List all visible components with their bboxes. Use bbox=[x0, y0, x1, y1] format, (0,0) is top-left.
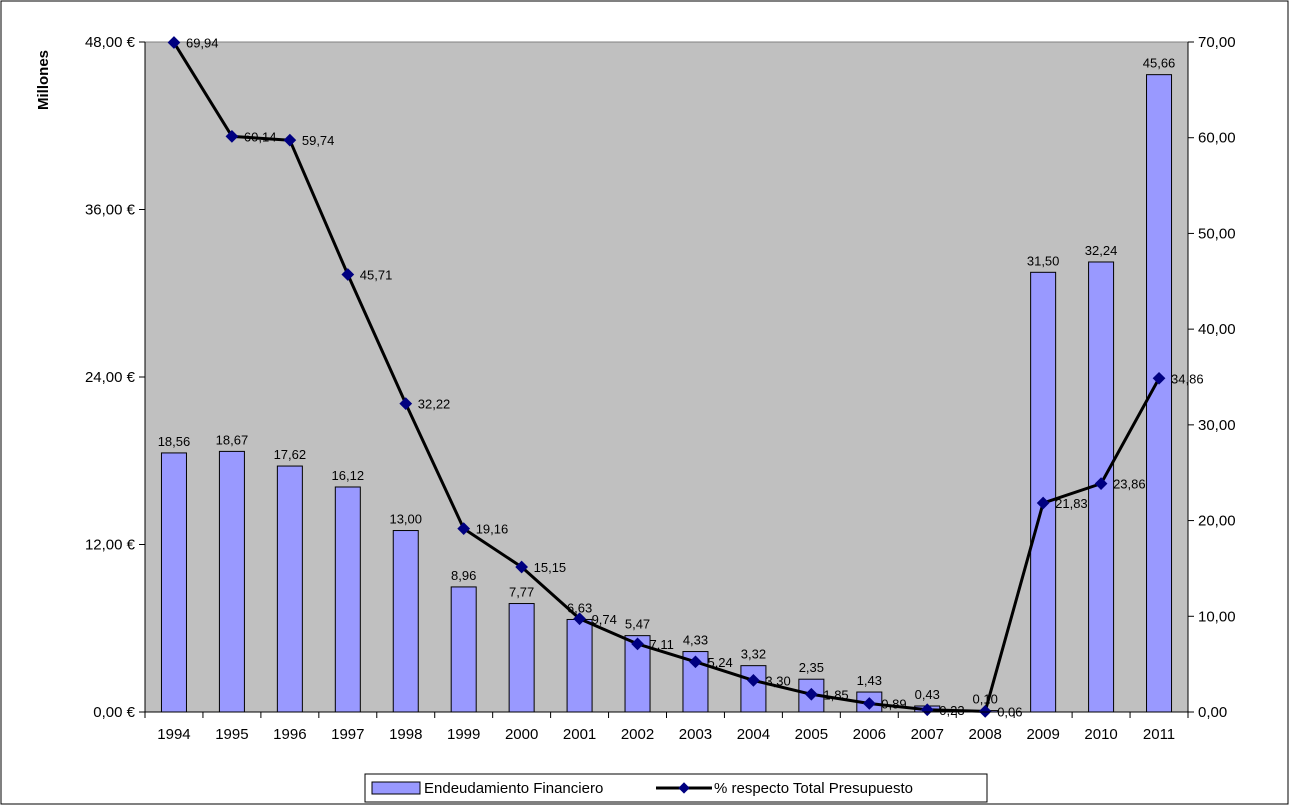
y-tick-label: 36,00 € bbox=[85, 202, 136, 219]
line-data-label: 60,14 bbox=[244, 129, 277, 144]
y2-tick-label: 40,00 bbox=[1198, 321, 1236, 338]
x-tick-label: 2001 bbox=[563, 726, 596, 743]
y2-tick-label: 20,00 bbox=[1198, 513, 1236, 530]
line-data-label: 19,16 bbox=[476, 522, 509, 537]
bar-data-label: 18,67 bbox=[216, 432, 249, 447]
y-axis-title: Millones bbox=[35, 50, 52, 110]
series-line bbox=[172, 41, 1161, 713]
bar bbox=[334, 486, 361, 713]
x-tick-label: 1998 bbox=[389, 726, 422, 743]
y-tick-label: 0,00 € bbox=[93, 704, 135, 721]
bar bbox=[624, 635, 651, 713]
x-tick-label: 2002 bbox=[621, 726, 654, 743]
x-tick-label: 2006 bbox=[853, 726, 886, 743]
bar bbox=[740, 665, 767, 713]
line-data-label: 15,15 bbox=[534, 560, 567, 575]
bar-data-label: 13,00 bbox=[389, 512, 422, 527]
bar bbox=[508, 603, 535, 713]
x-tick-label: 2000 bbox=[505, 726, 538, 743]
y2-tick-label: 70,00 bbox=[1198, 34, 1236, 51]
x-tick-label: 2003 bbox=[679, 726, 712, 743]
bar-data-label: 31,50 bbox=[1027, 253, 1060, 268]
plot-area bbox=[144, 41, 1189, 713]
bar bbox=[566, 618, 593, 713]
y-tick-label: 48,00 € bbox=[85, 34, 136, 51]
bar bbox=[1030, 271, 1057, 713]
x-tick-label: 2011 bbox=[1143, 726, 1175, 743]
x-tick-label: 1994 bbox=[157, 726, 190, 743]
legend: Endeudamiento Financiero % respecto Tota… bbox=[364, 773, 988, 803]
x-tick-label: 2005 bbox=[795, 726, 828, 743]
bar-data-label: 5,47 bbox=[625, 617, 650, 632]
bar bbox=[392, 530, 419, 713]
line-data-label: 7,11 bbox=[650, 637, 674, 652]
x-tick-label: 2010 bbox=[1084, 726, 1117, 743]
legend-swatch-bar bbox=[371, 781, 421, 795]
line-data-label: 1,85 bbox=[823, 687, 848, 702]
line-data-label: 5,24 bbox=[707, 655, 732, 670]
legend-label-bar: Endeudamiento Financiero bbox=[424, 780, 603, 797]
line-data-label: 34,86 bbox=[1171, 371, 1204, 386]
y2-tick-label: 50,00 bbox=[1198, 225, 1236, 242]
line-data-label: 69,94 bbox=[186, 36, 219, 51]
line-data-label: 3,30 bbox=[765, 673, 790, 688]
bar-data-label: 16,12 bbox=[332, 468, 365, 483]
bar-data-label: 3,32 bbox=[741, 647, 766, 662]
legend-label-line: % respecto Total Presupuesto bbox=[714, 780, 913, 797]
line-data-label: 9,74 bbox=[592, 612, 617, 627]
line-point bbox=[341, 268, 355, 281]
bar-data-label: 0,10 bbox=[973, 692, 998, 707]
line-data-label: 23,86 bbox=[1113, 477, 1146, 492]
bar-data-label: 2,35 bbox=[799, 660, 824, 675]
x-tick-label: 2004 bbox=[737, 726, 770, 743]
x-tick-label: 1995 bbox=[215, 726, 248, 743]
line-data-label: 0,89 bbox=[881, 696, 906, 711]
bar-data-label: 8,96 bbox=[451, 568, 476, 583]
bar-data-label: 32,24 bbox=[1085, 243, 1118, 258]
line-data-label: 45,71 bbox=[360, 267, 393, 282]
y-tick-label: 12,00 € bbox=[85, 537, 136, 554]
axes-layer: 0,00 € 12,00 € 24,00 € 36,00 € 48,00 € 0,00 10… bbox=[85, 34, 1236, 743]
y2-tick-label: 0,00 bbox=[1198, 704, 1227, 721]
bar bbox=[276, 465, 303, 713]
bar-data-label: 45,66 bbox=[1143, 56, 1176, 71]
y-tick-label: 24,00 € bbox=[85, 369, 136, 386]
x-tick-label: 2009 bbox=[1026, 726, 1059, 743]
x-tick-label: 1997 bbox=[331, 726, 364, 743]
bar-data-label: 1,43 bbox=[857, 673, 882, 688]
y2-tick-label: 10,00 bbox=[1198, 608, 1236, 625]
bar bbox=[218, 450, 245, 713]
y2-tick-label: 30,00 bbox=[1198, 417, 1236, 434]
bar-data-label: 4,33 bbox=[683, 633, 708, 648]
line-data-label: 21,83 bbox=[1055, 496, 1088, 511]
line-data-label: 59,74 bbox=[302, 133, 335, 148]
bar-data-label: 18,56 bbox=[158, 434, 191, 449]
bar bbox=[160, 452, 187, 713]
bar bbox=[450, 586, 477, 713]
line-data-label: 0,23 bbox=[939, 703, 964, 718]
x-tick-label: 2008 bbox=[969, 726, 1002, 743]
line-point bbox=[167, 36, 181, 49]
bar-data-label: 17,62 bbox=[274, 447, 307, 462]
line-data-label: 32,22 bbox=[418, 397, 451, 412]
x-tick-label: 1999 bbox=[447, 726, 480, 743]
x-tick-label: 2007 bbox=[911, 726, 944, 743]
bar-data-label: 7,77 bbox=[509, 585, 534, 600]
y2-tick-label: 60,00 bbox=[1198, 130, 1236, 147]
line-point bbox=[399, 397, 413, 410]
x-tick-label: 1996 bbox=[273, 726, 306, 743]
bar-data-label: 0,43 bbox=[915, 687, 940, 702]
